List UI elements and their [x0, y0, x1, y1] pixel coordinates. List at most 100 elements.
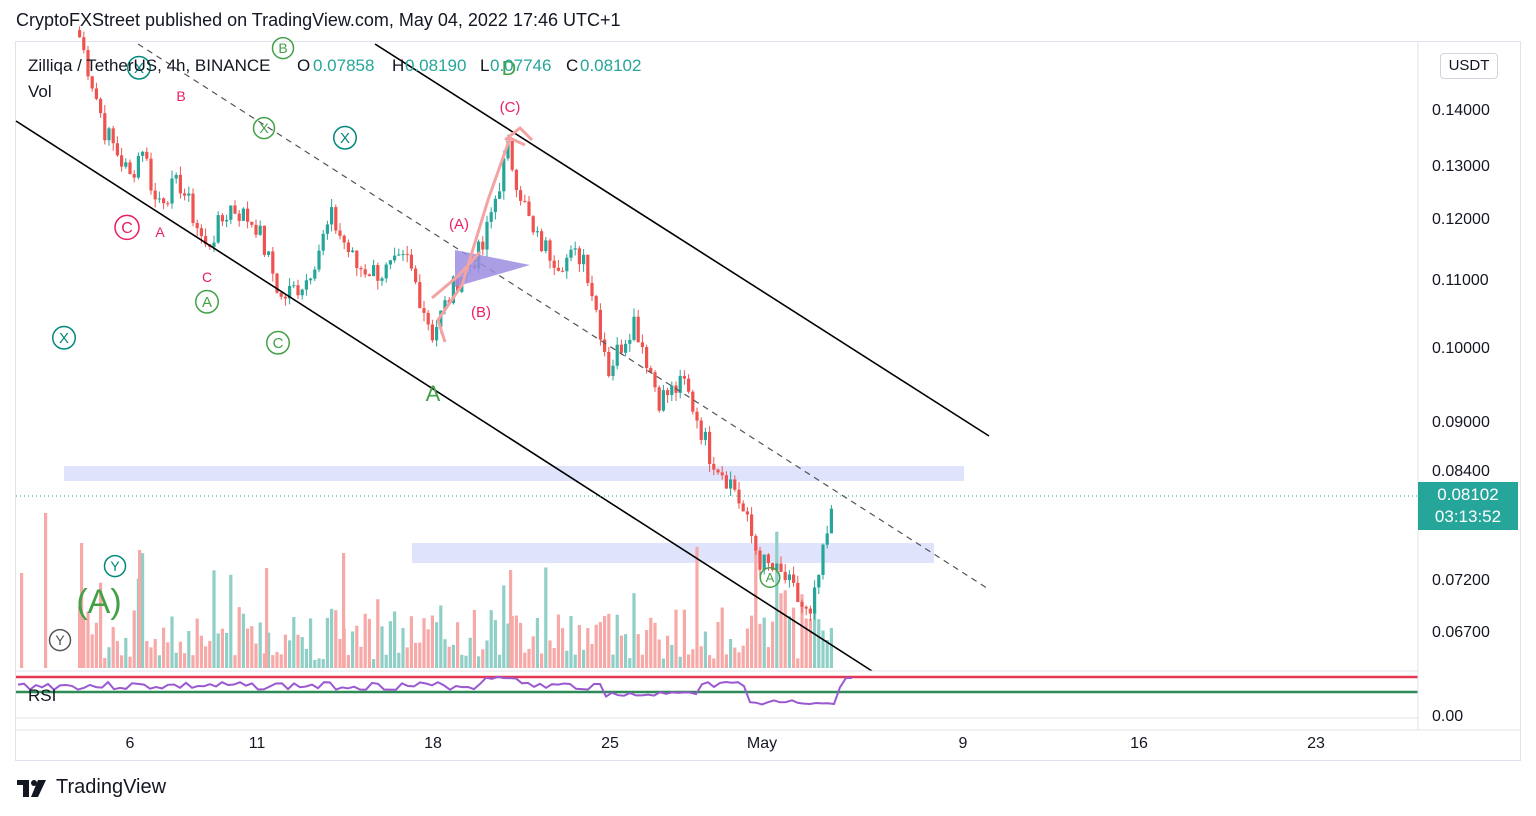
- y-tick-label: 0.07200: [1432, 572, 1490, 589]
- volume-bar: [44, 513, 48, 668]
- volume-label: Vol: [28, 82, 52, 101]
- candle-body: [506, 141, 510, 159]
- candle-body: [183, 193, 187, 196]
- wave-label-x-teal-left: X: [59, 330, 69, 347]
- volume-bar: [468, 637, 472, 668]
- candle-body: [733, 479, 737, 490]
- volume-bar: [376, 599, 380, 668]
- candle-body: [615, 344, 619, 366]
- volume-bar: [372, 659, 376, 668]
- wave-path-red: [436, 135, 526, 343]
- volume-bar: [498, 654, 502, 668]
- last-price-badge: 0.08102 03:13:52: [1418, 482, 1518, 530]
- volume-bar: [754, 545, 758, 668]
- candle-body: [682, 375, 686, 379]
- volume-bar: [687, 654, 691, 668]
- candle-body: [141, 151, 145, 156]
- candle-body: [813, 587, 817, 614]
- candle-body: [485, 221, 489, 250]
- candle-body: [628, 339, 632, 344]
- volume-bar: [359, 646, 363, 668]
- volume-bar: [611, 654, 615, 668]
- candle-body: [367, 274, 371, 277]
- candle-body: [771, 563, 775, 570]
- volume-bar: [422, 618, 426, 668]
- candle-body: [111, 128, 115, 144]
- volume-bar: [771, 621, 775, 668]
- volume-bar: [582, 649, 586, 668]
- candle-body: [334, 207, 338, 231]
- candle-body: [649, 368, 653, 373]
- candle-body: [363, 269, 367, 275]
- y-tick-label: 0.13000: [1432, 158, 1490, 175]
- rsi-line: [17, 675, 852, 706]
- candle-body: [678, 375, 682, 393]
- candle-body: [569, 249, 573, 258]
- wave-label-a-bottom-circle: [759, 566, 781, 588]
- volume-bar: [178, 641, 182, 668]
- candle-body: [124, 162, 128, 167]
- candle-body: [359, 267, 363, 270]
- volume-bar: [262, 653, 266, 668]
- volume-bar: [825, 639, 829, 668]
- wave-label-y-grey: Y: [55, 632, 65, 648]
- candle-body: [750, 514, 754, 536]
- volume-bar: [397, 652, 401, 668]
- candle-body: [346, 242, 350, 253]
- candle-body: [342, 235, 346, 243]
- volume-bar: [241, 613, 245, 668]
- volume-bar: [250, 626, 254, 668]
- candle-body: [498, 191, 502, 199]
- currency-button[interactable]: USDT: [1440, 53, 1498, 79]
- candle-body: [418, 282, 422, 309]
- x-tick-label: May: [747, 735, 777, 752]
- volume-bar: [279, 654, 283, 668]
- wave-label-a-green: A: [202, 294, 212, 311]
- high-label: H: [392, 56, 404, 75]
- rsi-pane: [16, 675, 1418, 706]
- candle-body: [624, 343, 628, 353]
- candle-body: [166, 203, 170, 205]
- volume-bar: [607, 613, 611, 668]
- candle-body: [241, 208, 245, 221]
- candle-body: [376, 265, 380, 281]
- candle-body: [136, 155, 140, 178]
- candle-body: [162, 198, 166, 204]
- volume-bar: [640, 654, 644, 668]
- channel-lower-line: [15, 120, 873, 672]
- candle-body: [523, 200, 527, 202]
- channel-midline: [137, 43, 991, 591]
- volume-bar: [590, 643, 594, 668]
- volume-bar: [405, 647, 409, 668]
- candle-body: [78, 30, 82, 38]
- volume-bar: [174, 652, 178, 668]
- volume-bar: [187, 630, 191, 668]
- rsi-label: RSI: [28, 686, 56, 705]
- volume-bar: [624, 634, 628, 668]
- volume-bar: [170, 616, 174, 668]
- candle-body: [792, 574, 796, 583]
- axes: 0.14000 0.13000 0.12000 0.11000 0.10000 0.090…: [16, 41, 1521, 752]
- footer[interactable]: TradingView: [16, 776, 166, 799]
- volume-bar: [283, 634, 287, 668]
- candle-body: [687, 378, 691, 392]
- wave-label-c-green: C: [273, 335, 284, 352]
- wave-label-x-teal-top-circle: [127, 55, 151, 80]
- volume-bar: [220, 628, 224, 668]
- candle-body: [439, 310, 443, 327]
- volume-bar: [779, 593, 783, 668]
- candle-body: [388, 260, 392, 265]
- candle-body: [645, 347, 649, 369]
- y-tick-label: 0.08400: [1432, 463, 1490, 480]
- candle-body: [229, 205, 233, 220]
- candle-body: [275, 273, 279, 293]
- candle-body: [481, 241, 485, 250]
- chart-frame[interactable]: [15, 41, 1521, 761]
- candle-body: [246, 208, 250, 222]
- candle-body: [737, 489, 741, 504]
- volume-bar: [199, 635, 203, 668]
- volume-bar: [464, 655, 468, 668]
- candle-body: [153, 190, 157, 200]
- wave-label-c-green-circle: [266, 330, 290, 355]
